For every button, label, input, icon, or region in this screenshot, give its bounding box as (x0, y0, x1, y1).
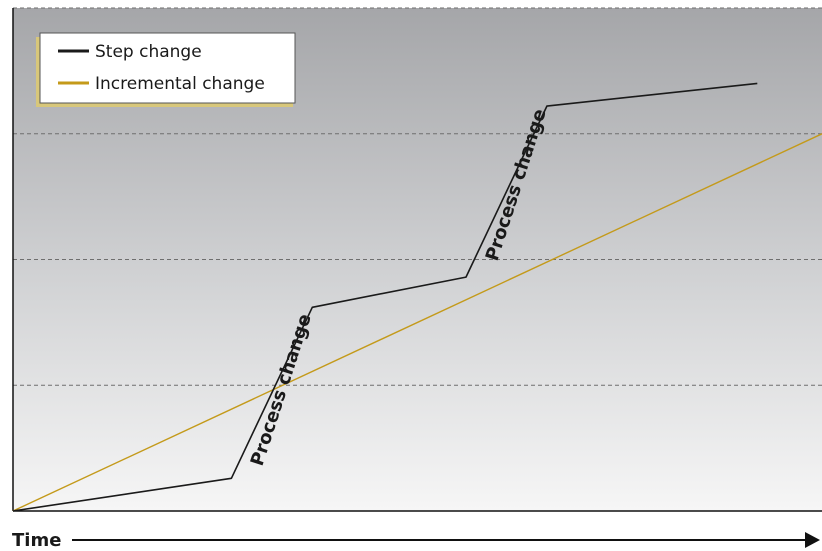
legend: Step change Incremental change (36, 32, 296, 107)
legend-label-incremental-change: Incremental change (95, 74, 265, 94)
series-layer (12, 82, 822, 512)
legend-label-step-change: Step change (95, 42, 202, 62)
series-line-step-change (12, 82, 758, 512)
legend-box (39, 32, 296, 104)
x-axis-label: Time (12, 530, 61, 551)
series-line-incremental-change (12, 133, 822, 512)
x-axis-arrowhead (805, 532, 820, 548)
gridlines (13, 7, 822, 386)
